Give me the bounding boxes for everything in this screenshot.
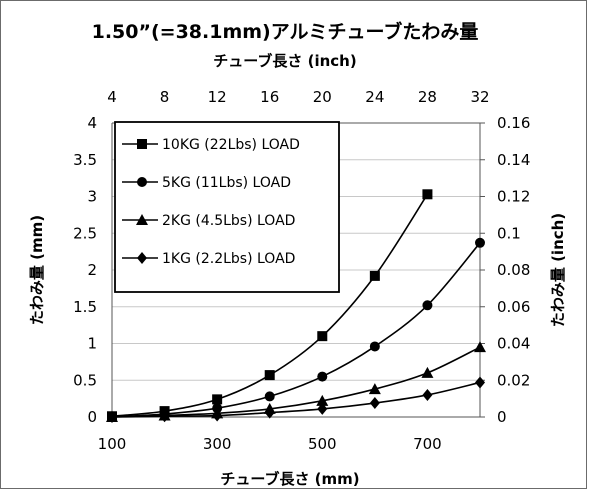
data-point-diamond <box>317 402 328 415</box>
bottom-tick-label: 500 <box>308 435 337 453</box>
bottom-axis-title: チューブ長さ (mm) <box>220 470 359 488</box>
data-point-square <box>264 370 275 381</box>
data-point-triangle <box>421 366 434 378</box>
left-tick-label: 1 <box>87 335 97 353</box>
left-tick-label: 0.5 <box>73 371 97 389</box>
data-point-diamond <box>159 410 170 423</box>
legend-box <box>114 121 340 293</box>
top-tick-label: 32 <box>470 88 489 106</box>
data-point-diamond <box>264 406 275 419</box>
right-axis-title: たわみ量 (inch) <box>549 213 567 327</box>
left-tick-label: 3 <box>87 188 97 206</box>
left-tick-label: 1.5 <box>73 298 97 316</box>
top-tick-label: 8 <box>160 88 170 106</box>
right-tick-label: 0.04 <box>497 335 530 353</box>
legend-label: 2KG (4.5Lbs) LOAD <box>162 213 295 229</box>
legend-marker-diamond <box>137 252 147 264</box>
data-point-square <box>422 189 433 200</box>
data-point-triangle <box>316 394 329 406</box>
series-line-2kg-4-5lbs-load <box>111 346 481 418</box>
data-point-circle <box>369 341 380 352</box>
data-point-square <box>369 270 380 281</box>
left-tick-label: 0 <box>87 408 97 426</box>
top-tick-label: 24 <box>365 88 384 106</box>
data-point-square <box>317 331 328 342</box>
left-tick-label: 3.5 <box>73 151 97 169</box>
data-point-diamond <box>369 397 380 410</box>
data-point-triangle <box>474 341 486 353</box>
right-tick-label: 0.06 <box>497 298 530 316</box>
data-point-diamond <box>107 411 117 423</box>
right-tick-label: 0.08 <box>497 261 530 279</box>
chart-title: 1.50”(=38.1mm)アルミチューブたわみ量 <box>92 20 479 43</box>
data-point-circle <box>475 237 485 248</box>
data-point-diamond <box>475 376 485 389</box>
legend-marker-circle <box>137 177 147 187</box>
legend: 10KG (22Lbs) LOAD 5KG (11Lbs) LOAD 2KG (4.… <box>114 121 340 293</box>
data-point-circle <box>264 391 275 402</box>
left-tick-label: 2.5 <box>73 224 97 242</box>
legend-marker-triangle <box>136 214 148 225</box>
right-tick-label: 0.12 <box>497 188 530 206</box>
right-tick-label: 0 <box>497 408 507 426</box>
left-tick-label: 2 <box>87 261 97 279</box>
data-point-circle <box>317 371 328 382</box>
left-tick-label: 4 <box>87 114 97 132</box>
legend-label: 5KG (11Lbs) LOAD <box>162 175 291 191</box>
right-tick-label: 0.14 <box>497 151 530 169</box>
bottom-tick-label: 300 <box>203 435 232 453</box>
top-tick-label: 28 <box>418 88 437 106</box>
data-point-diamond <box>212 409 223 422</box>
data-point-diamond <box>422 388 433 401</box>
top-tick-label: 20 <box>313 88 332 106</box>
right-tick-label: 0.02 <box>497 371 530 389</box>
tick-labels: 0 0 0.5 0.02 1 0.04 1.5 0.06 2 0.08 2.5 0.1 3 0.12 3.5… <box>73 88 530 453</box>
legend-marker-square <box>137 139 147 149</box>
top-tick-label: 16 <box>260 88 279 106</box>
data-series <box>106 189 486 423</box>
right-tick-label: 0.16 <box>497 114 530 132</box>
data-point-triangle <box>368 383 381 395</box>
legend-label: 1KG (2.2Lbs) LOAD <box>162 251 295 267</box>
bottom-tick-label: 100 <box>98 435 127 453</box>
right-tick-label: 0.1 <box>497 224 521 242</box>
data-point-circle <box>422 300 433 311</box>
left-axis-title: たわみ量 (mm) <box>28 215 46 325</box>
top-axis-title: チューブ長さ (inch) <box>213 52 356 70</box>
bottom-tick-label: 700 <box>413 435 442 453</box>
top-tick-label: 4 <box>107 88 117 106</box>
top-tick-label: 12 <box>208 88 227 106</box>
data-point-square <box>212 394 223 405</box>
legend-label: 10KG (22Lbs) LOAD <box>162 137 300 153</box>
